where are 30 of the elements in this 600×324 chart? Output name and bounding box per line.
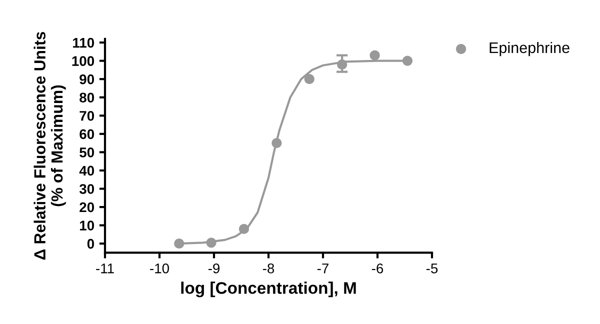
point xyxy=(304,74,314,84)
y-tick-label: 40 xyxy=(79,166,94,176)
point xyxy=(336,59,348,70)
x-axis-title: log [Concentration], M xyxy=(181,282,356,298)
point xyxy=(174,238,184,249)
point xyxy=(402,56,413,66)
y-tick-label: 20 xyxy=(80,202,94,212)
x-tick-label: -9 xyxy=(208,264,220,274)
y-tick-label: 10 xyxy=(80,220,94,230)
point xyxy=(238,224,250,234)
y-tick-label: 100 xyxy=(72,56,94,66)
point xyxy=(272,138,282,148)
x-tick-label: -5 xyxy=(426,264,438,274)
y-tick-label: 30 xyxy=(79,184,94,194)
y-tick-label: 110 xyxy=(73,38,94,48)
x-tick-label: -8 xyxy=(262,264,274,274)
x-tick-label: -11 xyxy=(96,264,114,274)
y-axis-title: Δ Relative Fluorescence Units (% of Maximum) xyxy=(34,32,66,260)
x-tick-label: -7 xyxy=(317,264,328,274)
x-tick-label: -10 xyxy=(150,264,169,274)
y-tick-label: 80 xyxy=(80,92,94,103)
point xyxy=(370,50,380,60)
y-tick-label: 50 xyxy=(80,148,94,158)
y-tick-label: 60 xyxy=(80,129,94,140)
y-tick-label: 0 xyxy=(87,238,94,249)
x-tick-label: -6 xyxy=(372,264,384,274)
legend-label: Epinephrine xyxy=(490,42,570,56)
y-tick-label: 90 xyxy=(80,74,94,84)
point xyxy=(206,238,216,248)
y-tick-label: 70 xyxy=(80,110,94,121)
